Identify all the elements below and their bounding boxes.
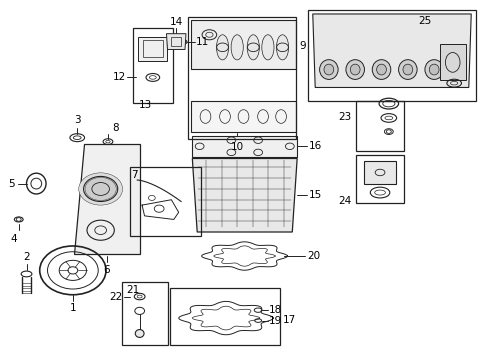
Text: 2: 2: [23, 252, 30, 262]
Bar: [355, 101, 404, 151]
Text: 25: 25: [417, 16, 430, 26]
Text: 3: 3: [74, 115, 81, 125]
Text: 21: 21: [126, 285, 140, 295]
Bar: [138, 37, 167, 61]
Bar: [171, 37, 181, 46]
Text: 18: 18: [268, 305, 282, 315]
Ellipse shape: [428, 64, 438, 75]
Ellipse shape: [376, 64, 386, 75]
Polygon shape: [192, 136, 297, 157]
Text: 16: 16: [308, 141, 322, 151]
Text: 13: 13: [138, 100, 151, 111]
Text: 15: 15: [308, 190, 322, 200]
Ellipse shape: [246, 35, 259, 60]
Text: 12: 12: [113, 72, 126, 82]
Polygon shape: [312, 14, 470, 87]
Text: 6: 6: [103, 265, 110, 275]
Polygon shape: [74, 144, 140, 253]
Text: 22: 22: [109, 292, 122, 302]
Ellipse shape: [319, 60, 337, 80]
Polygon shape: [190, 101, 295, 132]
Text: 20: 20: [306, 251, 319, 261]
Ellipse shape: [424, 60, 443, 80]
Bar: [355, 155, 404, 203]
Ellipse shape: [398, 60, 416, 80]
Ellipse shape: [135, 329, 144, 337]
Text: 10: 10: [230, 141, 243, 152]
Ellipse shape: [276, 35, 288, 60]
Text: 19: 19: [268, 316, 282, 325]
Bar: [439, 44, 466, 80]
Ellipse shape: [216, 35, 228, 60]
Text: 4: 4: [11, 234, 17, 244]
Bar: [364, 161, 395, 184]
Ellipse shape: [345, 60, 364, 80]
Bar: [133, 28, 173, 103]
Ellipse shape: [402, 64, 412, 75]
Ellipse shape: [231, 35, 243, 60]
Bar: [307, 10, 475, 101]
Polygon shape: [190, 21, 295, 69]
Polygon shape: [166, 34, 185, 49]
Text: 17: 17: [282, 315, 295, 325]
Text: 11: 11: [196, 37, 209, 47]
Bar: [188, 17, 295, 139]
Text: 5: 5: [8, 179, 14, 189]
Text: 9: 9: [299, 41, 305, 50]
Bar: [143, 40, 162, 57]
Polygon shape: [192, 158, 297, 232]
Text: 7: 7: [131, 170, 137, 180]
Ellipse shape: [261, 35, 273, 60]
Circle shape: [79, 173, 122, 205]
Circle shape: [85, 177, 116, 201]
Bar: [122, 282, 167, 345]
Bar: [170, 288, 280, 345]
Bar: [130, 167, 200, 235]
Text: 8: 8: [112, 123, 118, 133]
Text: 1: 1: [69, 303, 76, 313]
Ellipse shape: [371, 60, 390, 80]
Text: 24: 24: [338, 196, 351, 206]
Ellipse shape: [324, 64, 333, 75]
Ellipse shape: [349, 64, 359, 75]
Text: 23: 23: [338, 112, 351, 122]
Text: 14: 14: [169, 17, 183, 27]
